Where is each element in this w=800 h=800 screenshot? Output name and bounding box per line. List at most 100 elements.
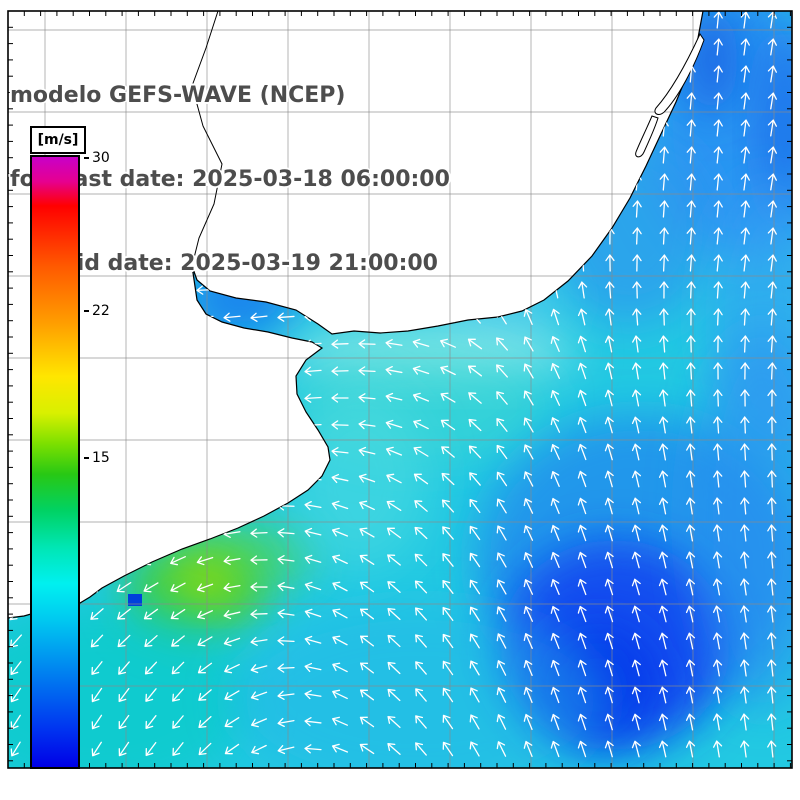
arrow-icon: [412, 365, 430, 375]
ocean-color-patch: [230, 605, 610, 768]
arrow-icon: [440, 338, 456, 348]
arrow-icon: [578, 92, 588, 110]
arrow-icon: [577, 740, 587, 758]
arrow-icon: [523, 713, 533, 731]
arrow-icon: [385, 339, 403, 349]
arrow-icon: [604, 470, 614, 488]
arrow-icon: [577, 470, 587, 488]
arrow-icon: [577, 416, 587, 434]
arrow-icon: [224, 690, 240, 701]
arrow-icon: [767, 173, 777, 191]
arrow-icon: [659, 335, 669, 353]
arrow-icon: [469, 714, 480, 730]
arrow-icon: [604, 740, 614, 758]
arrow-icon: [415, 661, 427, 675]
arrow-icon: [359, 554, 375, 565]
arrow-icon: [277, 745, 295, 755]
arrow-icon: [8, 393, 25, 403]
arrow-icon: [172, 742, 184, 756]
arrow-icon: [604, 686, 614, 704]
arrow-icon: [197, 636, 213, 647]
arrow-icon: [767, 119, 777, 137]
arrow-icon: [169, 366, 187, 376]
arrow-icon: [412, 392, 430, 402]
arrow-icon: [415, 715, 427, 729]
arrow-icon: [304, 717, 322, 727]
arrow-icon: [413, 446, 429, 457]
arrow-icon: [685, 551, 696, 569]
arrow-icon: [686, 362, 696, 380]
ocean-color-patch: [8, 605, 250, 768]
arrow-icon: [658, 632, 668, 650]
arrow-icon: [469, 633, 480, 649]
arrow-icon: [496, 254, 506, 272]
arrow-icon: [685, 686, 696, 704]
arrow-icon: [250, 691, 268, 701]
arrow-icon: [578, 200, 588, 218]
arrow-icon: [223, 555, 241, 566]
arrow-icon: [250, 474, 268, 484]
arrow-icon: [577, 308, 587, 326]
arrow-icon: [496, 714, 507, 730]
arrow-icon: [604, 578, 614, 596]
arrow-icon: [277, 528, 295, 538]
arrow-icon: [170, 556, 186, 566]
arrow-icon: [142, 420, 160, 431]
arrow-icon: [169, 448, 187, 458]
arrow-icon: [358, 473, 376, 483]
arrow-icon: [658, 605, 668, 623]
arrow-icon: [740, 227, 750, 245]
arrow-icon: [577, 632, 587, 650]
arrow-icon: [686, 443, 696, 461]
arrow-icon: [578, 11, 588, 29]
arrow-icon: [524, 119, 534, 137]
arrow-icon: [767, 470, 777, 488]
arrow-icon: [767, 632, 777, 650]
arrow-icon: [172, 688, 184, 702]
arrow-icon: [767, 659, 777, 677]
model-title: modelo GEFS-WAVE (NCEP): [10, 83, 346, 108]
arrow-icon: [551, 38, 561, 56]
arrow-icon: [686, 497, 696, 515]
arrow-icon: [767, 497, 777, 515]
arrow-icon: [358, 446, 376, 456]
arrow-icon: [467, 338, 483, 350]
arrow-icon: [685, 713, 696, 731]
arrow-icon: [658, 686, 668, 704]
arrow-icon: [331, 393, 349, 403]
arrow-icon: [713, 713, 723, 731]
arrow-icon: [470, 92, 480, 110]
arrow-icon: [577, 497, 587, 515]
arrow-icon: [578, 227, 588, 245]
arrow-icon: [277, 339, 295, 349]
arrow-icon: [496, 444, 508, 460]
arrow-icon: [550, 605, 560, 623]
arrow-icon: [469, 472, 481, 486]
arrow-icon: [440, 365, 456, 376]
arrow-icon: [304, 527, 322, 537]
arrow-icon: [686, 146, 696, 164]
arrow-icon: [524, 38, 534, 56]
arrow-icon: [605, 146, 615, 164]
arrow-icon: [223, 474, 241, 485]
arrow-icon: [767, 335, 777, 353]
arrow-icon: [196, 420, 214, 431]
arrow-icon: [250, 501, 268, 511]
arrow-icon: [277, 14, 295, 24]
arrow-icon: [658, 713, 668, 731]
arrow-icon: [523, 686, 533, 704]
arrow-icon: [631, 497, 641, 515]
arrow-icon: [632, 335, 642, 353]
arrow-icon: [387, 688, 401, 702]
arrow-icon: [658, 443, 669, 461]
arrow-icon: [685, 632, 696, 650]
arrow-icon: [442, 633, 454, 649]
arrow-icon: [142, 448, 160, 458]
arrow-icon: [578, 38, 588, 56]
arrow-icon: [604, 659, 614, 677]
arrow-icon: [577, 335, 587, 353]
arrow-icon: [523, 471, 534, 487]
arrow-icon: [524, 11, 534, 29]
arrow-icon: [470, 200, 480, 218]
arrow-icon: [34, 15, 52, 25]
